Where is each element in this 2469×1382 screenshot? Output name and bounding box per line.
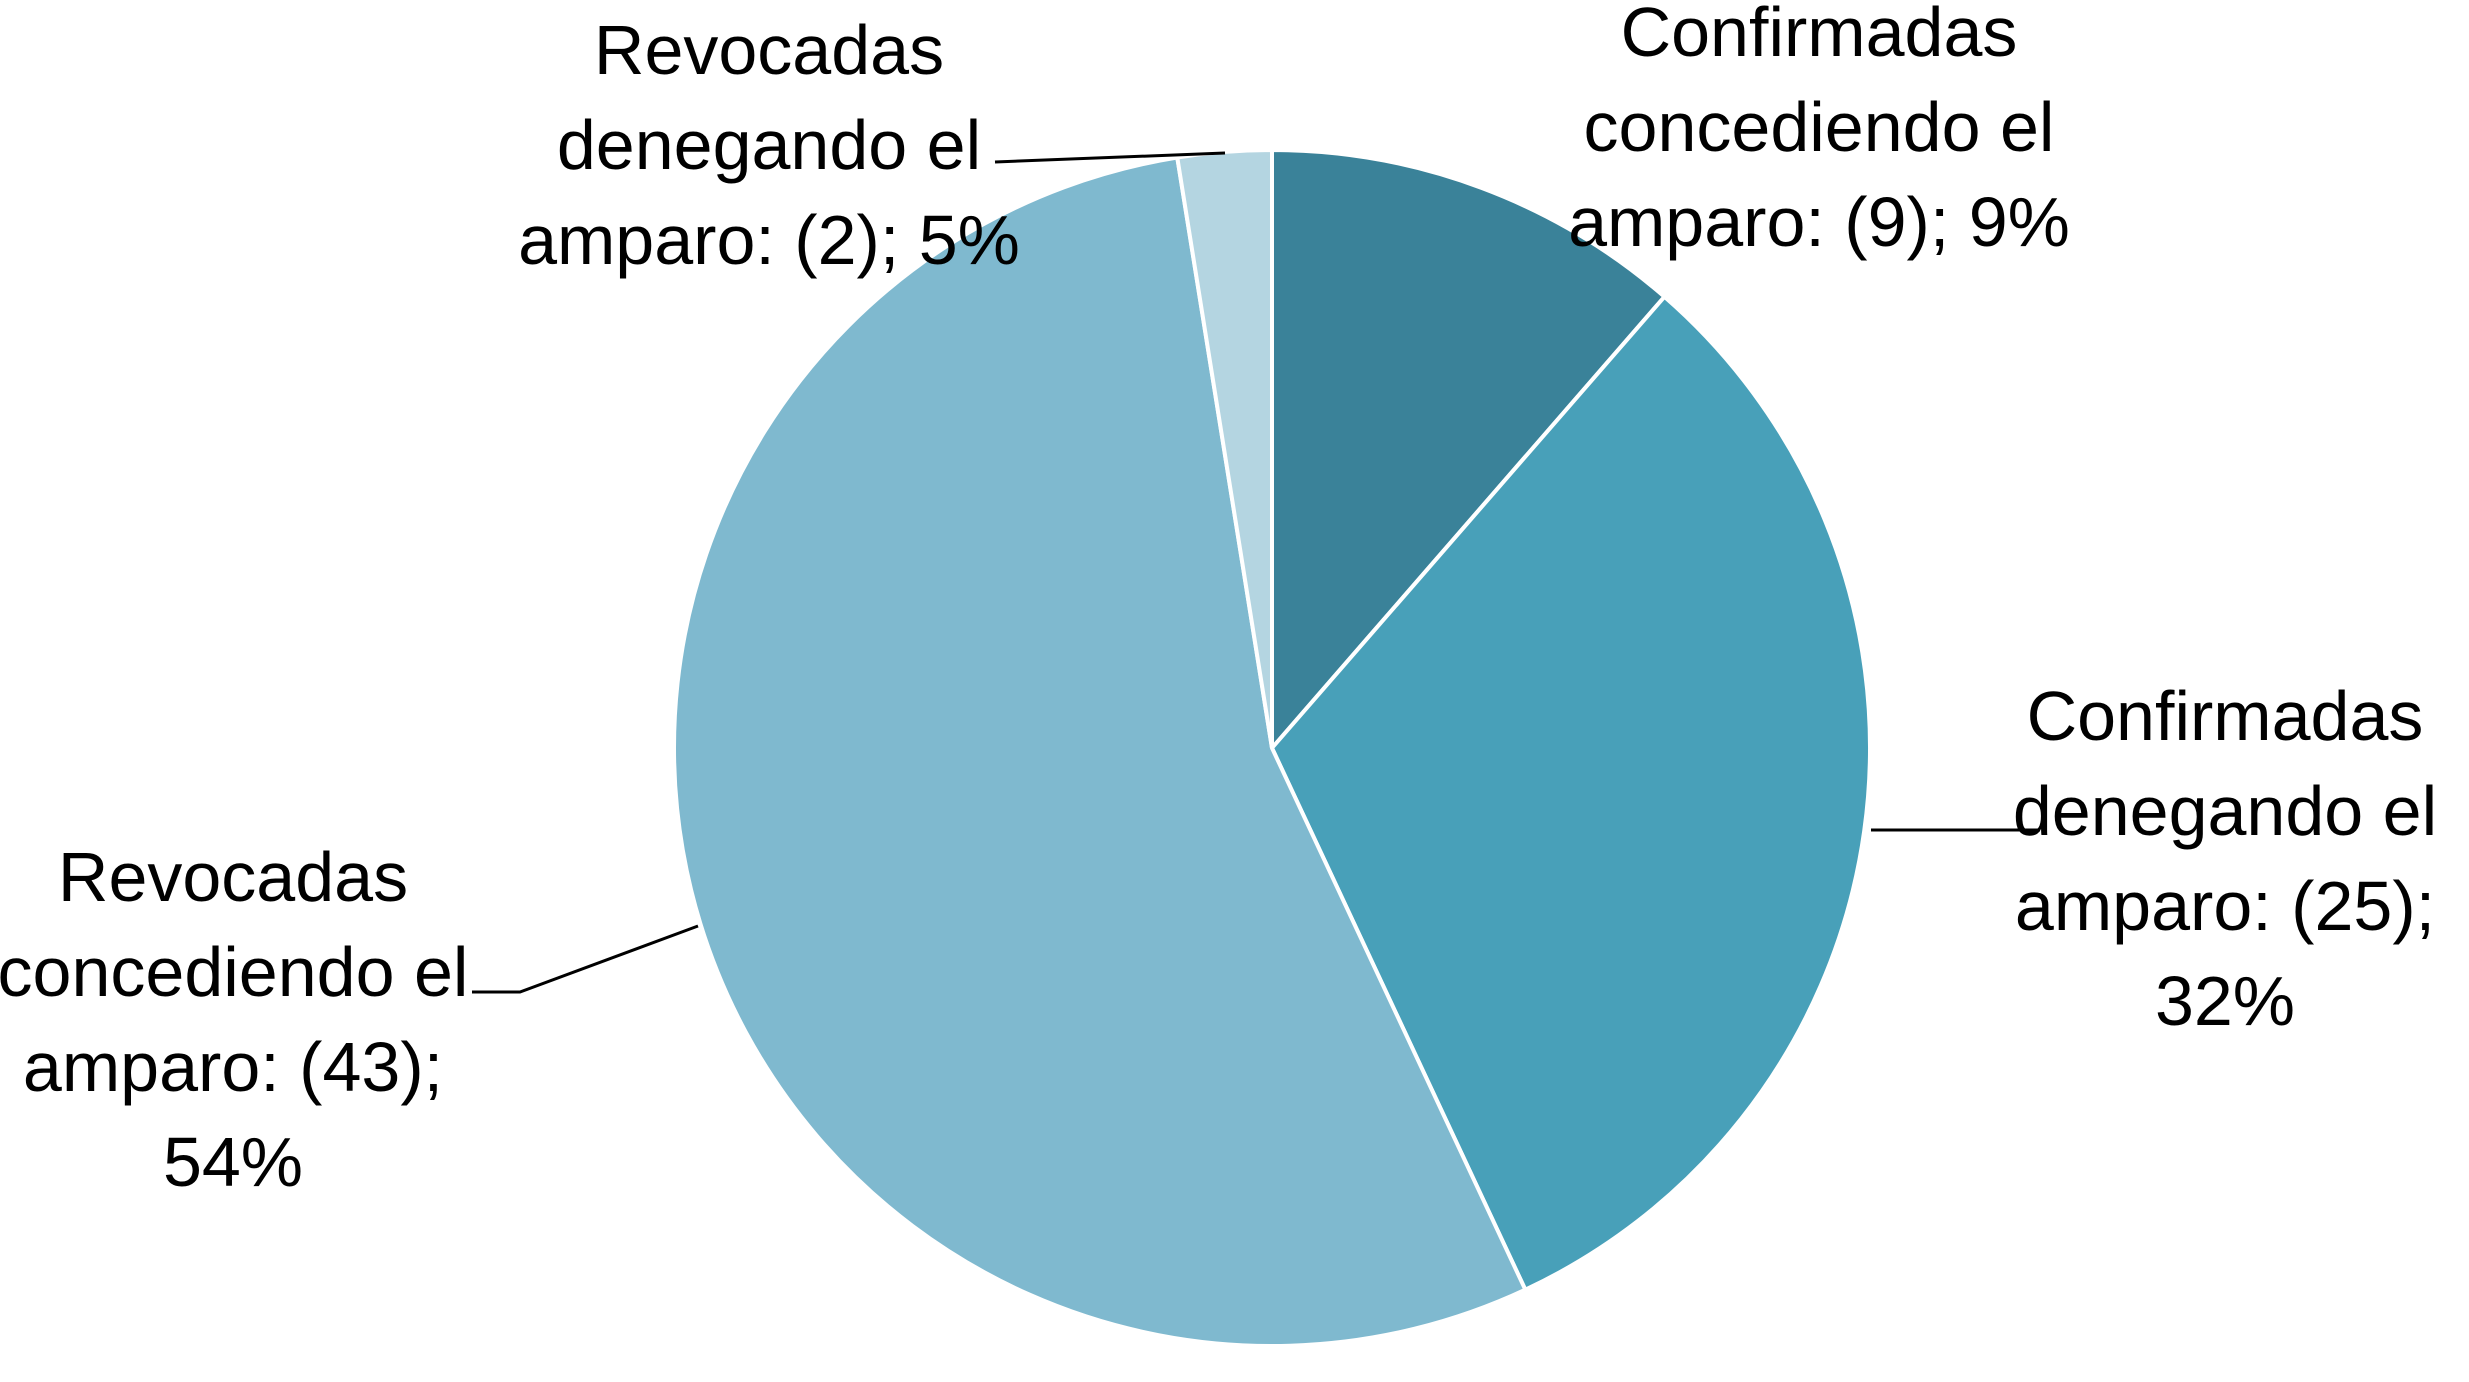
pie-slice — [672, 155, 1528, 1349]
slice-label: Confirmadas denegando el amparo: (25); 3… — [2012, 677, 2438, 1040]
leader-line — [472, 924, 699, 994]
pie-slice — [1270, 147, 1668, 754]
slice-label: Confirmadas concediendo el amparo: (9); … — [1568, 0, 2070, 261]
slice-label: Revocadas denegando el amparo: (2); 5% — [518, 11, 1020, 279]
slice-label: Revocadas concediendo el amparo: (43); 5… — [0, 838, 469, 1201]
leader-line — [994, 151, 1226, 164]
pie-slice — [1269, 293, 1872, 1293]
